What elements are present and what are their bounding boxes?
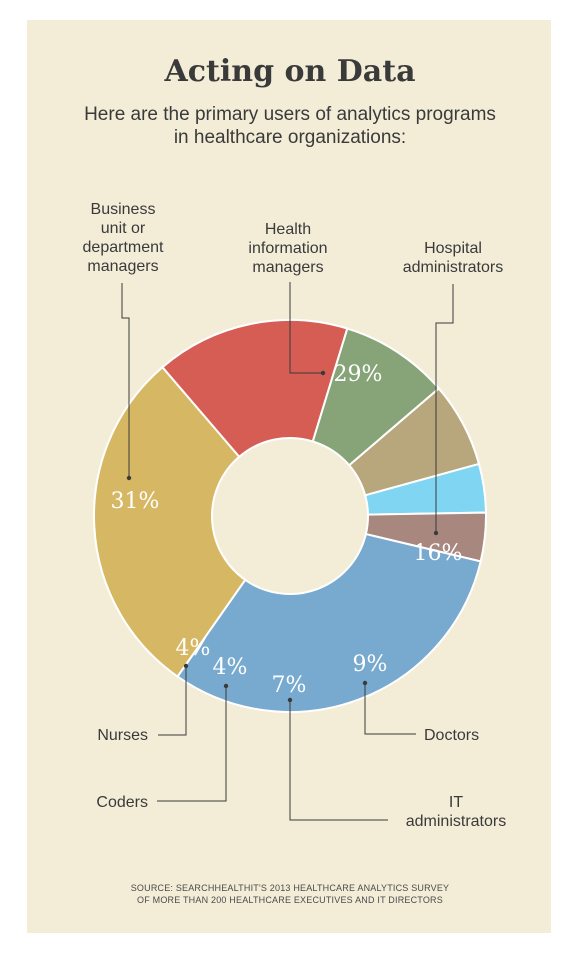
leader-dot-doctors	[362, 680, 368, 686]
chart-title: Acting on Data	[164, 54, 416, 89]
leader-dot-coders	[223, 683, 229, 689]
category-labels-group: Health information managers Hospital adminis…	[83, 201, 507, 830]
category-label-health-information-managers: Health information managers	[248, 221, 327, 276]
source-line-1: SOURCE: SEARCHHEALTHIT'S 2013 HEALTHCARE…	[130, 883, 450, 893]
value-label-coders: 4%	[213, 655, 248, 680]
subtitle-line-1: Here are the primary users of analytics …	[84, 104, 496, 125]
leader-line-business-unit-or-department-managers	[121, 283, 130, 478]
value-label-hospital-administrators: 16%	[414, 541, 463, 566]
slice-health-information-managers	[93, 365, 247, 678]
slices-group	[93, 319, 487, 713]
value-label-nurses: 4%	[176, 636, 211, 661]
value-label-business-unit-or-department-managers: 31%	[111, 489, 160, 514]
category-label-hospital-administrators: Hospital administrators	[403, 240, 503, 276]
leader-dot-business-unit-or-department-managers	[126, 475, 132, 481]
category-label-doctors: Doctors	[424, 727, 479, 744]
value-label-it-administrators: 7%	[272, 673, 307, 698]
slice-business-unit-or-department-managers	[176, 532, 482, 713]
category-label-it-administrators: IT administrators	[406, 794, 506, 830]
chart-subtitle: Here are the primary users of analytics …	[60, 103, 520, 149]
slice-hospital-administrators	[161, 319, 349, 459]
leader-lines-group	[121, 282, 454, 821]
category-label-nurses: Nurses	[97, 727, 148, 744]
category-label-business-unit-or-department-managers: Business unit or department managers	[83, 201, 164, 275]
source-line-2: OF MORE THAN 200 HEALTHCARE EXECUTIVES A…	[137, 895, 443, 905]
leader-line-doctors	[364, 683, 416, 735]
percent-labels-group: 29% 16% 9% 7% 4%4% 31%	[111, 362, 463, 698]
leader-line-it-administrators	[289, 700, 388, 821]
category-label-coders: Coders	[96, 794, 148, 811]
leader-dot-health-information-managers	[320, 370, 326, 376]
leader-line-hospital-administrators	[435, 284, 454, 533]
leader-line-health-information-managers	[289, 282, 323, 374]
source-note: SOURCE: SEARCHHEALTHIT'S 2013 HEALTHCARE…	[60, 882, 520, 906]
value-label-health-information-managers: 29%	[334, 362, 383, 387]
leader-dot-nurses	[183, 663, 189, 669]
leader-dot-hospital-administrators	[433, 530, 439, 536]
subtitle-line-2: in healthcare organizations:	[173, 127, 407, 148]
value-label-doctors: 9%	[353, 652, 388, 677]
leader-dot-it-administrators	[287, 697, 293, 703]
leader-line-coders	[157, 686, 227, 802]
leader-line-nurses	[158, 666, 187, 736]
